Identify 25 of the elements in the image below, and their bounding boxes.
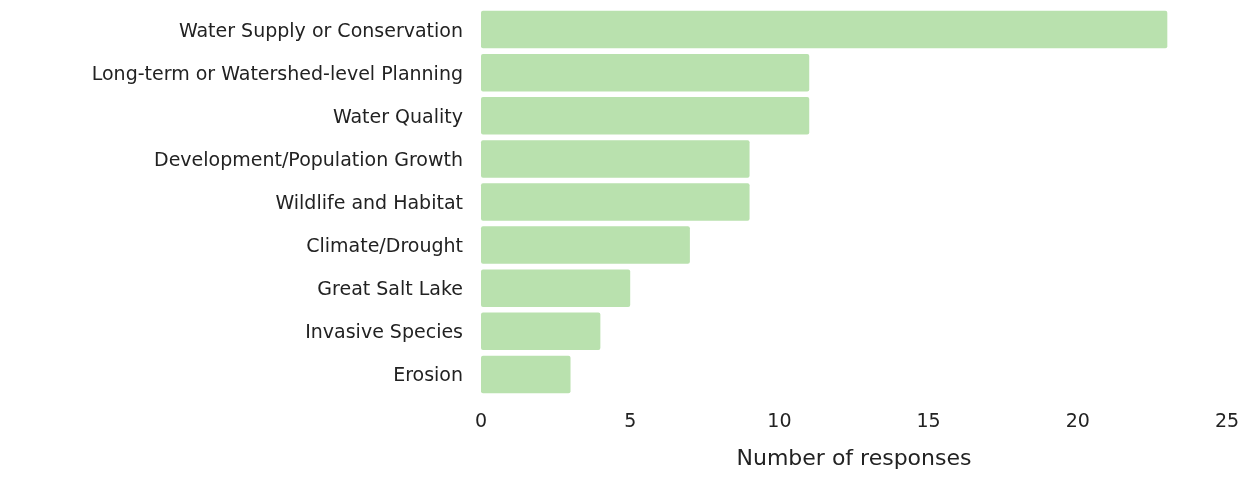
y-tick-label: Development/Population Growth — [154, 147, 463, 170]
y-tick-label: Invasive Species — [305, 320, 463, 343]
x-tick-label: 25 — [1214, 408, 1240, 431]
y-tick-label: Water Quality — [332, 104, 463, 127]
bar — [481, 53, 810, 92]
bar — [481, 312, 601, 351]
bar — [481, 97, 810, 135]
y-tick-label: Wildlife and Habitat — [275, 191, 463, 213]
x-axis-title: Number of responses — [736, 444, 972, 470]
x-tick-label: 10 — [767, 408, 792, 431]
bar — [481, 183, 750, 221]
x-tick-label: 0 — [474, 408, 488, 431]
y-tick-label: Climate/Drought — [306, 234, 463, 257]
y-tick-label: Erosion — [393, 363, 463, 386]
bar — [481, 140, 750, 178]
x-tick-label: 20 — [1065, 408, 1090, 431]
bar — [481, 355, 571, 394]
y-tick-label: Long-term or Watershed-level Planning — [91, 61, 463, 84]
bar — [481, 10, 1168, 49]
y-tick-label: Great Salt Lake — [317, 277, 463, 300]
y-tick-label: Water Supply or Conservation — [178, 18, 463, 41]
bar — [481, 226, 690, 264]
x-tick-label: 15 — [916, 408, 941, 431]
bar — [481, 269, 631, 307]
x-tick-label: 5 — [624, 408, 637, 431]
